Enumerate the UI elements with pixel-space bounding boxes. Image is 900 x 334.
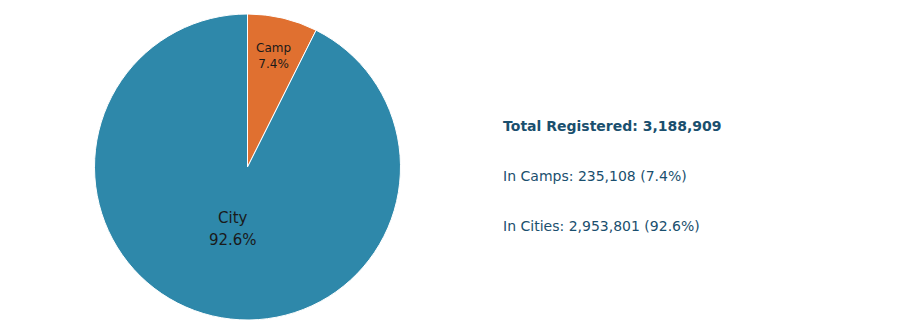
pie: Camp 7.4% City 92.6% [95, 14, 401, 320]
annotation-title: Total Registered: 3,188,909 [503, 118, 721, 134]
slice-labels: Camp 7.4% City 92.6% [209, 41, 291, 249]
slice-value-label: 92.6% [209, 231, 257, 249]
slice-value-label: 7.4% [258, 57, 289, 71]
slice [95, 14, 401, 320]
annotations: Total Registered: 3,188,909 In Camps: 235… [503, 118, 721, 234]
slice-category-label: City [218, 209, 248, 227]
annotation-line: In Camps: 235,108 (7.4%) [503, 168, 687, 184]
chart: Camp 7.4% City 92.6% Total Registered: 3,188… [0, 0, 900, 334]
slices [95, 14, 401, 320]
slice-category-label: Camp [256, 41, 291, 55]
annotation-line: In Cities: 2,953,801 (92.6%) [503, 218, 700, 234]
